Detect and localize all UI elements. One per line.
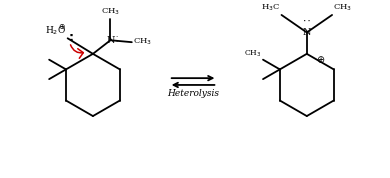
Text: Heterolysis: Heterolysis [167, 89, 219, 98]
Text: CH$_3$: CH$_3$ [333, 2, 352, 13]
Text: CH$_3$: CH$_3$ [245, 48, 262, 59]
Text: CH$_3$: CH$_3$ [101, 6, 120, 17]
Text: :: : [69, 31, 74, 44]
Text: ·
·: · · [115, 34, 117, 45]
Text: N: N [303, 28, 311, 37]
FancyArrowPatch shape [71, 45, 83, 58]
Text: $\oplus$: $\oplus$ [58, 22, 66, 32]
Text: H$_3$C: H$_3$C [261, 2, 280, 13]
Text: N: N [106, 36, 115, 45]
Text: CH$_3$: CH$_3$ [133, 37, 152, 47]
Text: $\oplus$: $\oplus$ [316, 54, 325, 65]
Text: H$_2$O: H$_2$O [45, 25, 66, 37]
Text: ··: ·· [301, 18, 312, 27]
